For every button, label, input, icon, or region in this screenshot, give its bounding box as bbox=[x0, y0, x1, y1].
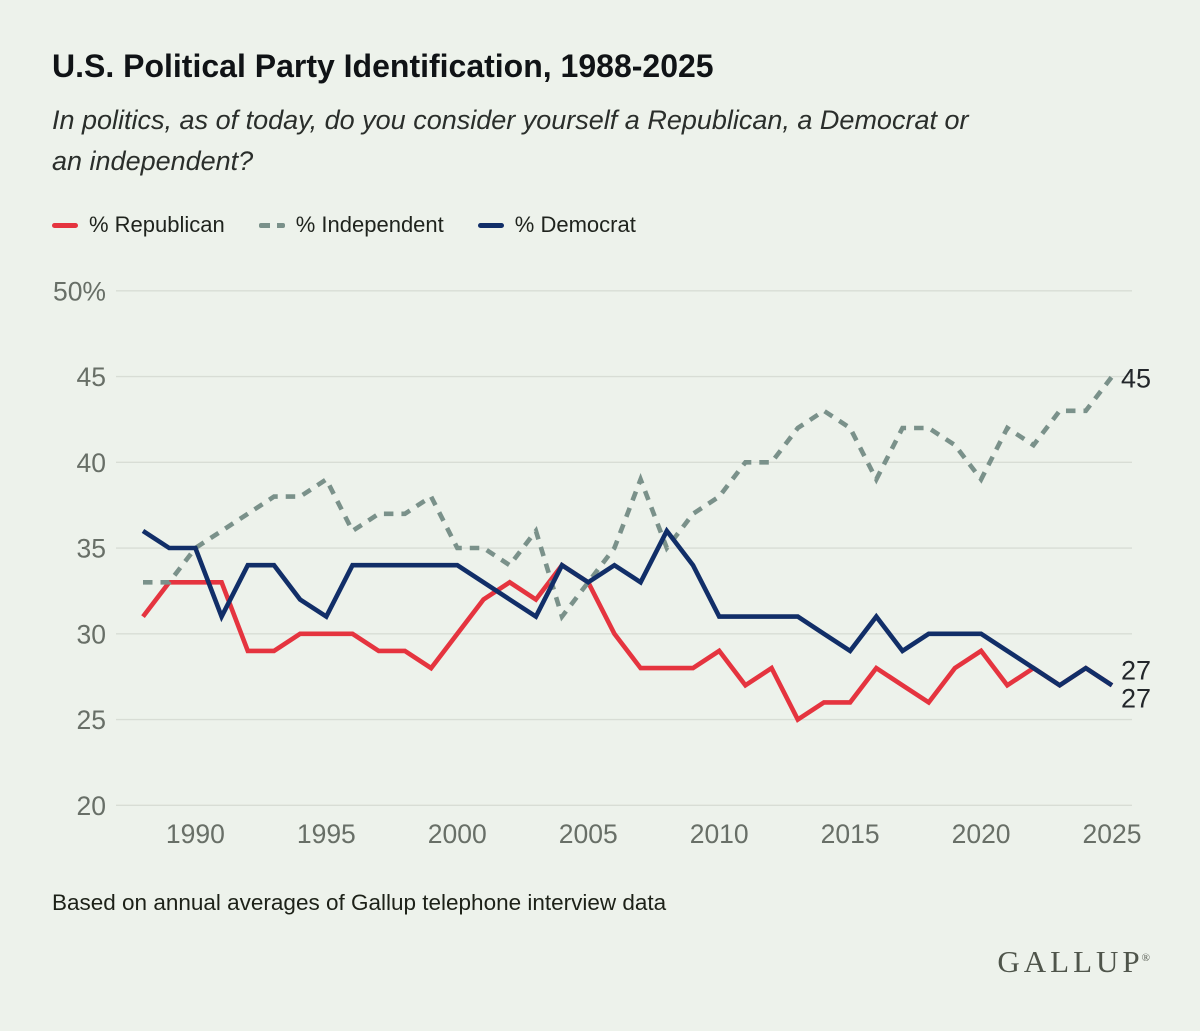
democrat-end-label: 27 bbox=[1121, 655, 1151, 685]
legend-label-independent: % Independent bbox=[295, 212, 444, 237]
x-tick-2015: 2015 bbox=[821, 819, 880, 849]
republican-end-label: 27 bbox=[1121, 683, 1151, 713]
x-tick-2000: 2000 bbox=[428, 819, 487, 849]
y-tick-30: 30 bbox=[77, 619, 106, 649]
republican-line-swatch bbox=[52, 222, 78, 228]
democrat-line bbox=[141, 526, 1114, 689]
chart-legend: % Republican % Independent % Democrat bbox=[52, 212, 636, 238]
x-tick-2020: 2020 bbox=[952, 819, 1011, 849]
gallup-wordmark: GALLUP bbox=[997, 944, 1144, 979]
democrat-line-swatch bbox=[477, 222, 504, 228]
legend-item-republican: % Republican bbox=[52, 212, 225, 238]
independent-line-swatch bbox=[258, 222, 285, 228]
y-tick-45: 45 bbox=[77, 362, 106, 392]
y-tick-50: 50% bbox=[53, 276, 106, 306]
legend-item-independent: % Independent bbox=[258, 212, 444, 238]
independent-end-label: 45 bbox=[1121, 364, 1151, 394]
legend-item-democrat: % Democrat bbox=[477, 212, 636, 238]
legend-label-democrat: % Democrat bbox=[514, 212, 636, 237]
source-note: Based on annual averages of Gallup telep… bbox=[52, 890, 667, 915]
independent-line bbox=[143, 375, 1114, 622]
y-tick-40: 40 bbox=[77, 448, 106, 478]
x-tick-2010: 2010 bbox=[690, 819, 749, 849]
y-tick-35: 35 bbox=[77, 534, 106, 564]
y-tick-25: 25 bbox=[77, 705, 106, 735]
y-tick-20: 20 bbox=[77, 791, 106, 821]
page-title: U.S. Political Party Identification, 198… bbox=[52, 48, 714, 84]
x-tick-2005: 2005 bbox=[559, 819, 618, 849]
survey-question: In politics, as of today, do you conside… bbox=[52, 105, 969, 176]
registered-mark: ® bbox=[1141, 951, 1150, 964]
x-tick-1995: 1995 bbox=[297, 819, 356, 849]
x-tick-2025: 2025 bbox=[1083, 819, 1142, 849]
republican-line bbox=[141, 562, 1114, 723]
gallup-logo: GALLUP® bbox=[997, 944, 1150, 980]
x-tick-1990: 1990 bbox=[166, 819, 225, 849]
legend-label-republican: % Republican bbox=[89, 212, 225, 237]
